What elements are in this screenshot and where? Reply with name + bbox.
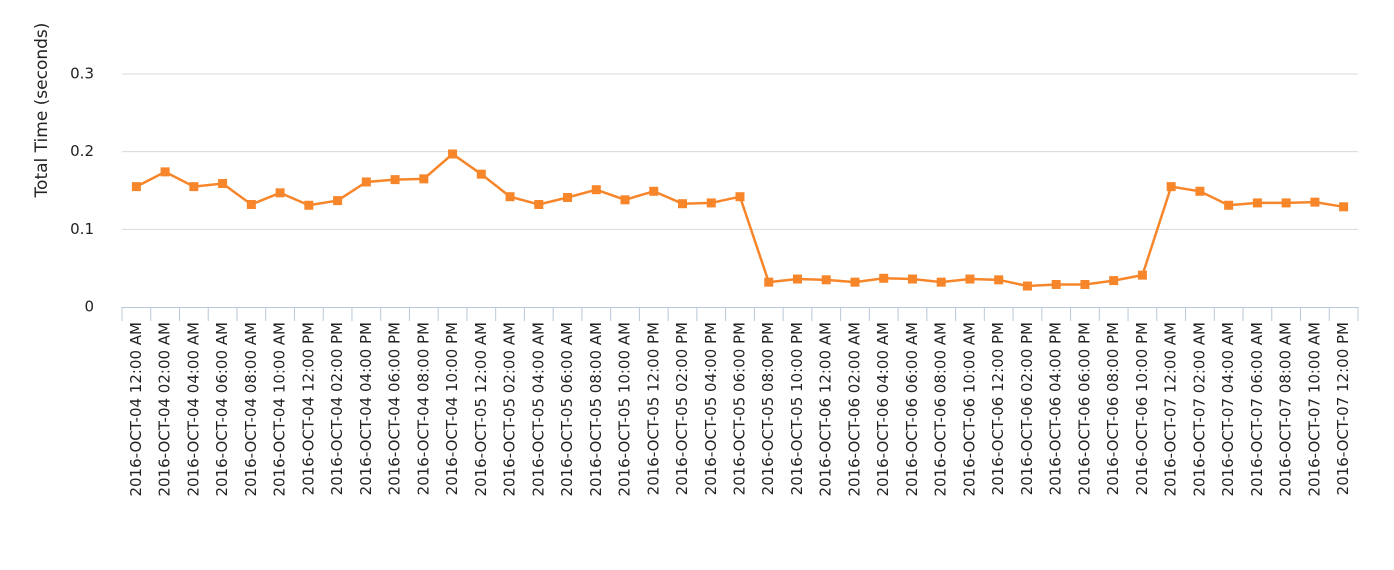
- point: [218, 179, 228, 189]
- point: [965, 274, 975, 284]
- point: [907, 274, 917, 284]
- x-tick-label: 2016-OCT-04 06:00 AM: [213, 322, 231, 497]
- point: [649, 186, 659, 196]
- point: [678, 199, 688, 209]
- x-tick-label: 2016-OCT-06 02:00 AM: [845, 322, 863, 497]
- x-tick-label: 2016-OCT-04 02:00 AM: [156, 322, 174, 497]
- x-tick-label: 2016-OCT-04 08:00 PM: [414, 322, 432, 495]
- y-tick-label: 0.3: [70, 65, 94, 83]
- point: [448, 149, 458, 159]
- x-tick-label: 2016-OCT-07 06:00 AM: [1248, 322, 1266, 497]
- point: [1022, 281, 1032, 291]
- x-tick-label: 2016-OCT-05 02:00 PM: [673, 322, 691, 495]
- y-tick-label: 0: [84, 298, 94, 316]
- point: [821, 275, 831, 285]
- x-tick-label: 2016-OCT-05 06:00 PM: [731, 322, 749, 495]
- point: [1310, 197, 1320, 207]
- x-tick-label: 2016-OCT-05 02:00 AM: [501, 322, 519, 497]
- point: [419, 174, 429, 184]
- y-tick-label: 0.1: [70, 220, 94, 238]
- line: [135, 152, 1344, 288]
- x-tick-label: 2016-OCT-06 04:00 PM: [1047, 322, 1065, 495]
- x-tick-label: 2016-OCT-05 10:00 AM: [616, 322, 634, 497]
- x-tick-label: 2016-OCT-05 10:00 PM: [788, 322, 806, 495]
- x-tick-label: 2016-OCT-07 12:00 AM: [1162, 322, 1180, 497]
- point: [189, 182, 199, 192]
- x-tick-label: 2016-OCT-04 10:00 PM: [443, 322, 461, 495]
- y-tick-label: 0.2: [70, 142, 94, 160]
- point: [1339, 202, 1349, 212]
- point: [764, 277, 774, 287]
- point: [1109, 276, 1119, 286]
- x-tick-label: 2016-OCT-05 08:00 AM: [587, 322, 605, 497]
- x-tick-label: 2016-OCT-05 06:00 AM: [558, 322, 576, 497]
- x-tick-label: 2016-OCT-06 08:00 AM: [932, 322, 950, 497]
- point: [850, 277, 860, 287]
- x-tick-label: 2016-OCT-05 12:00 AM: [472, 322, 490, 497]
- point: [1224, 200, 1234, 210]
- x-tick-label: 2016-OCT-07 10:00 AM: [1305, 322, 1323, 497]
- x-tick-label: 2016-OCT-07 04:00 AM: [1219, 322, 1237, 497]
- x-tick-label: 2016-OCT-06 06:00 AM: [903, 322, 921, 497]
- point: [879, 273, 889, 283]
- point: [333, 196, 343, 206]
- point: [620, 195, 630, 205]
- point: [275, 188, 285, 198]
- x-tick-label: 2016-OCT-05 12:00 PM: [644, 322, 662, 495]
- x-tick-label: 2016-OCT-06 02:00 PM: [1018, 322, 1036, 495]
- x-tick-label: 2016-OCT-04 08:00 AM: [242, 322, 260, 497]
- x-tick-label: 2016-OCT-06 06:00 PM: [1075, 322, 1093, 495]
- point: [1195, 186, 1205, 196]
- point: [1051, 279, 1061, 289]
- point: [304, 200, 314, 210]
- x-tick-label: 2016-OCT-05 04:00 AM: [529, 322, 547, 497]
- x-tick-label: 2016-OCT-04 12:00 PM: [299, 322, 317, 495]
- point: [1137, 270, 1147, 280]
- x-tick-label: 2016-OCT-06 10:00 PM: [1133, 322, 1151, 495]
- point: [792, 274, 802, 284]
- point: [735, 192, 745, 202]
- point: [534, 199, 544, 209]
- point: [706, 198, 716, 208]
- y-axis-title: Total Time (seconds): [32, 23, 52, 199]
- x-tick-label: 2016-OCT-05 04:00 PM: [702, 322, 720, 495]
- x-tick-label: 2016-OCT-06 08:00 PM: [1104, 322, 1122, 495]
- point: [390, 175, 400, 185]
- point: [591, 185, 601, 195]
- point: [994, 275, 1004, 285]
- x-tick-label: 2016-OCT-04 10:00 AM: [271, 322, 289, 497]
- x-tick-label: 2016-OCT-04 02:00 PM: [328, 322, 346, 495]
- x-tick-label: 2016-OCT-06 04:00 AM: [874, 322, 892, 497]
- point: [563, 192, 573, 202]
- point: [361, 177, 371, 187]
- x-tick-label: 2016-OCT-07 08:00 AM: [1277, 322, 1295, 497]
- point: [131, 182, 141, 192]
- point: [505, 192, 515, 202]
- x-tick-label: 2016-OCT-06 10:00 AM: [960, 322, 978, 497]
- point: [476, 169, 486, 179]
- x-tick-label: 2016-OCT-06 12:00 AM: [817, 322, 835, 497]
- x-tick-label: 2016-OCT-05 08:00 PM: [759, 322, 777, 495]
- point: [1080, 279, 1090, 289]
- point: [936, 277, 946, 287]
- point: [1166, 182, 1176, 192]
- x-tick-label: 2016-OCT-07 02:00 AM: [1190, 322, 1208, 497]
- point: [1281, 198, 1291, 208]
- x-tick-label: 2016-OCT-04 12:00 AM: [127, 322, 145, 497]
- x-tick-label: 2016-OCT-04 04:00 PM: [357, 322, 375, 495]
- x-tick-label: 2016-OCT-04 04:00 AM: [184, 322, 202, 497]
- point: [246, 199, 256, 209]
- point: [1252, 198, 1262, 208]
- point: [160, 167, 170, 177]
- x-tick-label: 2016-OCT-04 06:00 PM: [386, 322, 404, 495]
- x-tick-label: 2016-OCT-06 12:00 PM: [989, 322, 1007, 495]
- x-tick-label: 2016-OCT-07 12:00 PM: [1334, 322, 1352, 495]
